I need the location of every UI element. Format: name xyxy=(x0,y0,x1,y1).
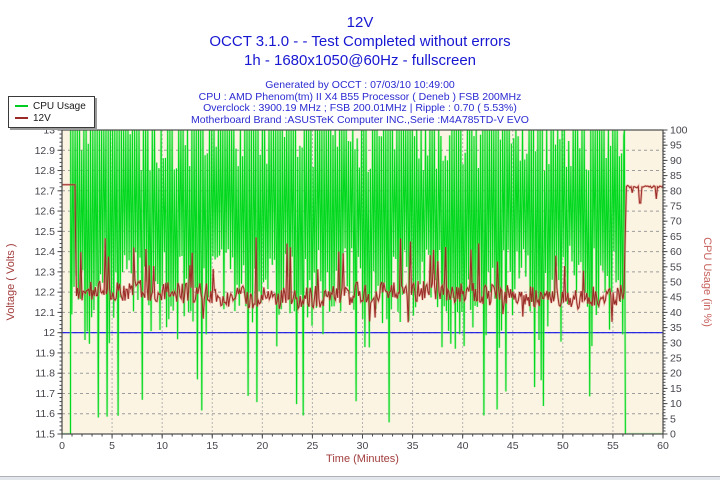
x-tick-label: 10 xyxy=(156,440,168,452)
y-right-tick-label: 70 xyxy=(670,216,682,228)
y-right-tick-label: 5 xyxy=(670,413,676,425)
test-status-line: OCCT 3.1.0 - - Test Completed without er… xyxy=(209,33,511,50)
y-left-tick-label: 11.6 xyxy=(35,408,55,420)
info-overclock-line: Overclock : 3900.19 MHz ; FSB 200.01MHz … xyxy=(203,102,517,114)
x-axis-title: Time (Minutes) xyxy=(326,453,399,465)
x-tick-label: 0 xyxy=(59,440,65,452)
graph-title: 12V xyxy=(346,14,374,31)
info-generated-line: Generated by OCCT : 07/03/10 10:49:00 xyxy=(265,79,455,91)
y-right-tick-label: 10 xyxy=(670,398,682,410)
y-right-tick-label: 25 xyxy=(670,353,682,365)
voltage-12v-series xyxy=(62,184,663,323)
y-right-tick-label: 35 xyxy=(670,322,682,334)
legend-label-cpu-usage: CPU Usage xyxy=(33,100,86,112)
y-right-tick-label: 30 xyxy=(670,337,682,349)
x-tick-label: 35 xyxy=(407,440,419,452)
y-right-tick-label: 40 xyxy=(670,307,682,319)
legend-item-12v: 12V xyxy=(15,112,86,124)
y-left-tick-label: 12.1 xyxy=(35,307,56,319)
info-cpu-line: CPU : AMD Phenom(tm) II X4 B55 Processor… xyxy=(198,90,522,103)
y-right-tick-label: 80 xyxy=(670,185,682,197)
y-left-tick-label: 12.2 xyxy=(35,287,56,299)
info-motherboard-line: Motherboard Brand :ASUSTeK Computer INC.… xyxy=(191,113,529,126)
12v-line-swatch xyxy=(15,117,28,119)
y-left-tick-label: 12.4 xyxy=(35,246,56,258)
legend-label-12v: 12V xyxy=(33,112,51,124)
test-config-line: 1h - 1680x1050@60Hz - fullscreen xyxy=(243,52,477,69)
y-left-axis-title: Voltage ( Volts ) xyxy=(5,243,17,320)
y-left-tick-label: 13 xyxy=(43,125,55,137)
y-right-tick-label: 20 xyxy=(670,368,682,380)
x-tick-label: 40 xyxy=(457,440,469,452)
y-left-tick-label: 12.5 xyxy=(35,226,56,238)
y-left-tick-label: 11.8 xyxy=(35,368,55,380)
chart-legend: CPU Usage 12V xyxy=(8,96,95,128)
y-left-tick-label: 12.7 xyxy=(35,185,56,197)
y-right-tick-label: 60 xyxy=(670,246,682,258)
y-left-tick-label: 11.5 xyxy=(35,429,55,441)
x-tick-label: 60 xyxy=(657,440,669,452)
y-right-tick-label: 90 xyxy=(670,155,682,167)
y-left-tick-label: 12 xyxy=(43,327,55,339)
x-tick-label: 55 xyxy=(607,440,619,452)
x-tick-label: 20 xyxy=(256,440,268,452)
y-left-tick-label: 12.8 xyxy=(35,165,56,177)
system-info-block: Generated by OCCT : 07/03/10 10:49:00 CP… xyxy=(0,79,720,126)
x-tick-label: 50 xyxy=(557,440,569,452)
x-tick-label: 30 xyxy=(357,440,369,452)
y-right-tick-label: 95 xyxy=(670,140,682,152)
y-right-tick-label: 85 xyxy=(670,170,682,182)
cpu-usage-series xyxy=(62,130,663,434)
window-bottom-edge xyxy=(0,476,720,480)
x-tick-label: 25 xyxy=(307,440,319,452)
series-layer xyxy=(62,130,663,434)
y-right-tick-label: 100 xyxy=(670,125,688,137)
y-right-tick-label: 45 xyxy=(670,292,682,304)
y-right-tick-label: 15 xyxy=(670,383,682,395)
y-right-tick-label: 75 xyxy=(670,201,682,213)
axis-ticks xyxy=(57,129,668,439)
y-left-tick-label: 12.6 xyxy=(35,206,56,218)
y-left-tick-label: 12.3 xyxy=(35,266,56,278)
y-right-tick-label: 65 xyxy=(670,231,682,243)
x-tick-label: 45 xyxy=(507,440,519,452)
y-right-tick-label: 0 xyxy=(670,429,676,441)
y-right-axis-title: CPU Usage (in %) xyxy=(701,237,713,327)
cpu-usage-line-swatch xyxy=(15,105,28,107)
y-right-tick-label: 50 xyxy=(670,277,682,289)
legend-item-cpu-usage: CPU Usage xyxy=(15,100,86,112)
x-tick-label: 15 xyxy=(206,440,218,452)
y-right-tick-label: 55 xyxy=(670,261,682,273)
x-tick-label: 5 xyxy=(109,440,115,452)
y-left-tick-label: 11.7 xyxy=(35,388,55,400)
y-left-tick-label: 12.9 xyxy=(35,145,56,157)
y-left-tick-label: 11.9 xyxy=(35,347,55,359)
